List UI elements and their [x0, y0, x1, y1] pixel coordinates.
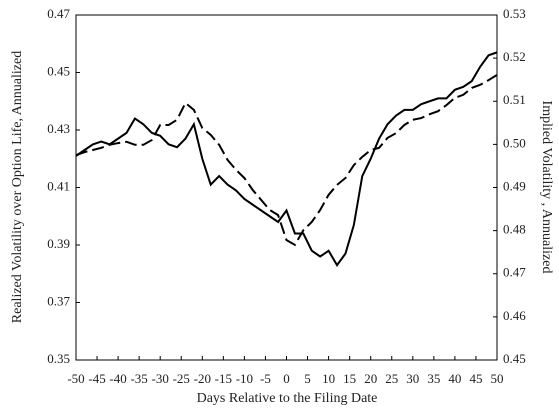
x-tick-label: -5	[260, 371, 271, 386]
y2-tick-label: 0.45	[503, 351, 526, 366]
x-tick-label: 40	[448, 371, 461, 386]
x-tick-label: -30	[152, 371, 169, 386]
y2-tick-label: 0.50	[503, 135, 526, 150]
x-tick-label: 10	[322, 371, 335, 386]
x-tick-label: 5	[304, 371, 311, 386]
x-tick-label: -20	[194, 371, 211, 386]
y2-tick-label: 0.46	[503, 308, 526, 323]
x-tick-label: 45	[469, 371, 482, 386]
x-tick-label: -15	[215, 371, 232, 386]
y-tick-label: 0.39	[47, 236, 70, 251]
x-tick-label: 0	[283, 371, 290, 386]
x-tick-label: 20	[364, 371, 377, 386]
y-tick-label: 0.41	[47, 178, 70, 193]
x-tick-label: -50	[67, 371, 84, 386]
y2-axis-label: Implied Volatility , Annualized	[539, 101, 554, 274]
y-tick-label: 0.47	[47, 6, 70, 21]
plot-frame	[75, 14, 498, 361]
y2-tick-label: 0.51	[503, 92, 526, 107]
x-axis-label: Days Relative to the Filing Date	[197, 391, 378, 406]
x-tick-label: 15	[343, 371, 356, 386]
x-tick-label: -35	[130, 371, 147, 386]
y2-tick-label: 0.52	[503, 49, 526, 64]
x-tick-label: -40	[109, 371, 126, 386]
y-axis-label: Realized Volatility over Option Life, An…	[10, 51, 25, 323]
x-tick-label: -45	[88, 371, 105, 386]
x-tick-label: -25	[173, 371, 190, 386]
y-tick-label: 0.37	[47, 293, 70, 308]
y2-tick-label: 0.48	[503, 222, 526, 237]
x-tick-label: 25	[385, 371, 398, 386]
y2-tick-label: 0.53	[503, 6, 526, 21]
x-tick-label: 50	[491, 371, 504, 386]
series-line	[75, 51, 498, 267]
y-tick-label: 0.35	[47, 351, 70, 366]
x-tick-label: -10	[236, 371, 253, 386]
x-tick-label: 35	[427, 371, 440, 386]
y-tick-label: 0.43	[47, 121, 70, 136]
y2-tick-label: 0.47	[503, 265, 526, 280]
x-tick-label: 30	[406, 371, 419, 386]
series-line	[75, 74, 498, 247]
y-tick-label: 0.45	[47, 63, 70, 78]
y2-tick-label: 0.49	[503, 178, 526, 193]
